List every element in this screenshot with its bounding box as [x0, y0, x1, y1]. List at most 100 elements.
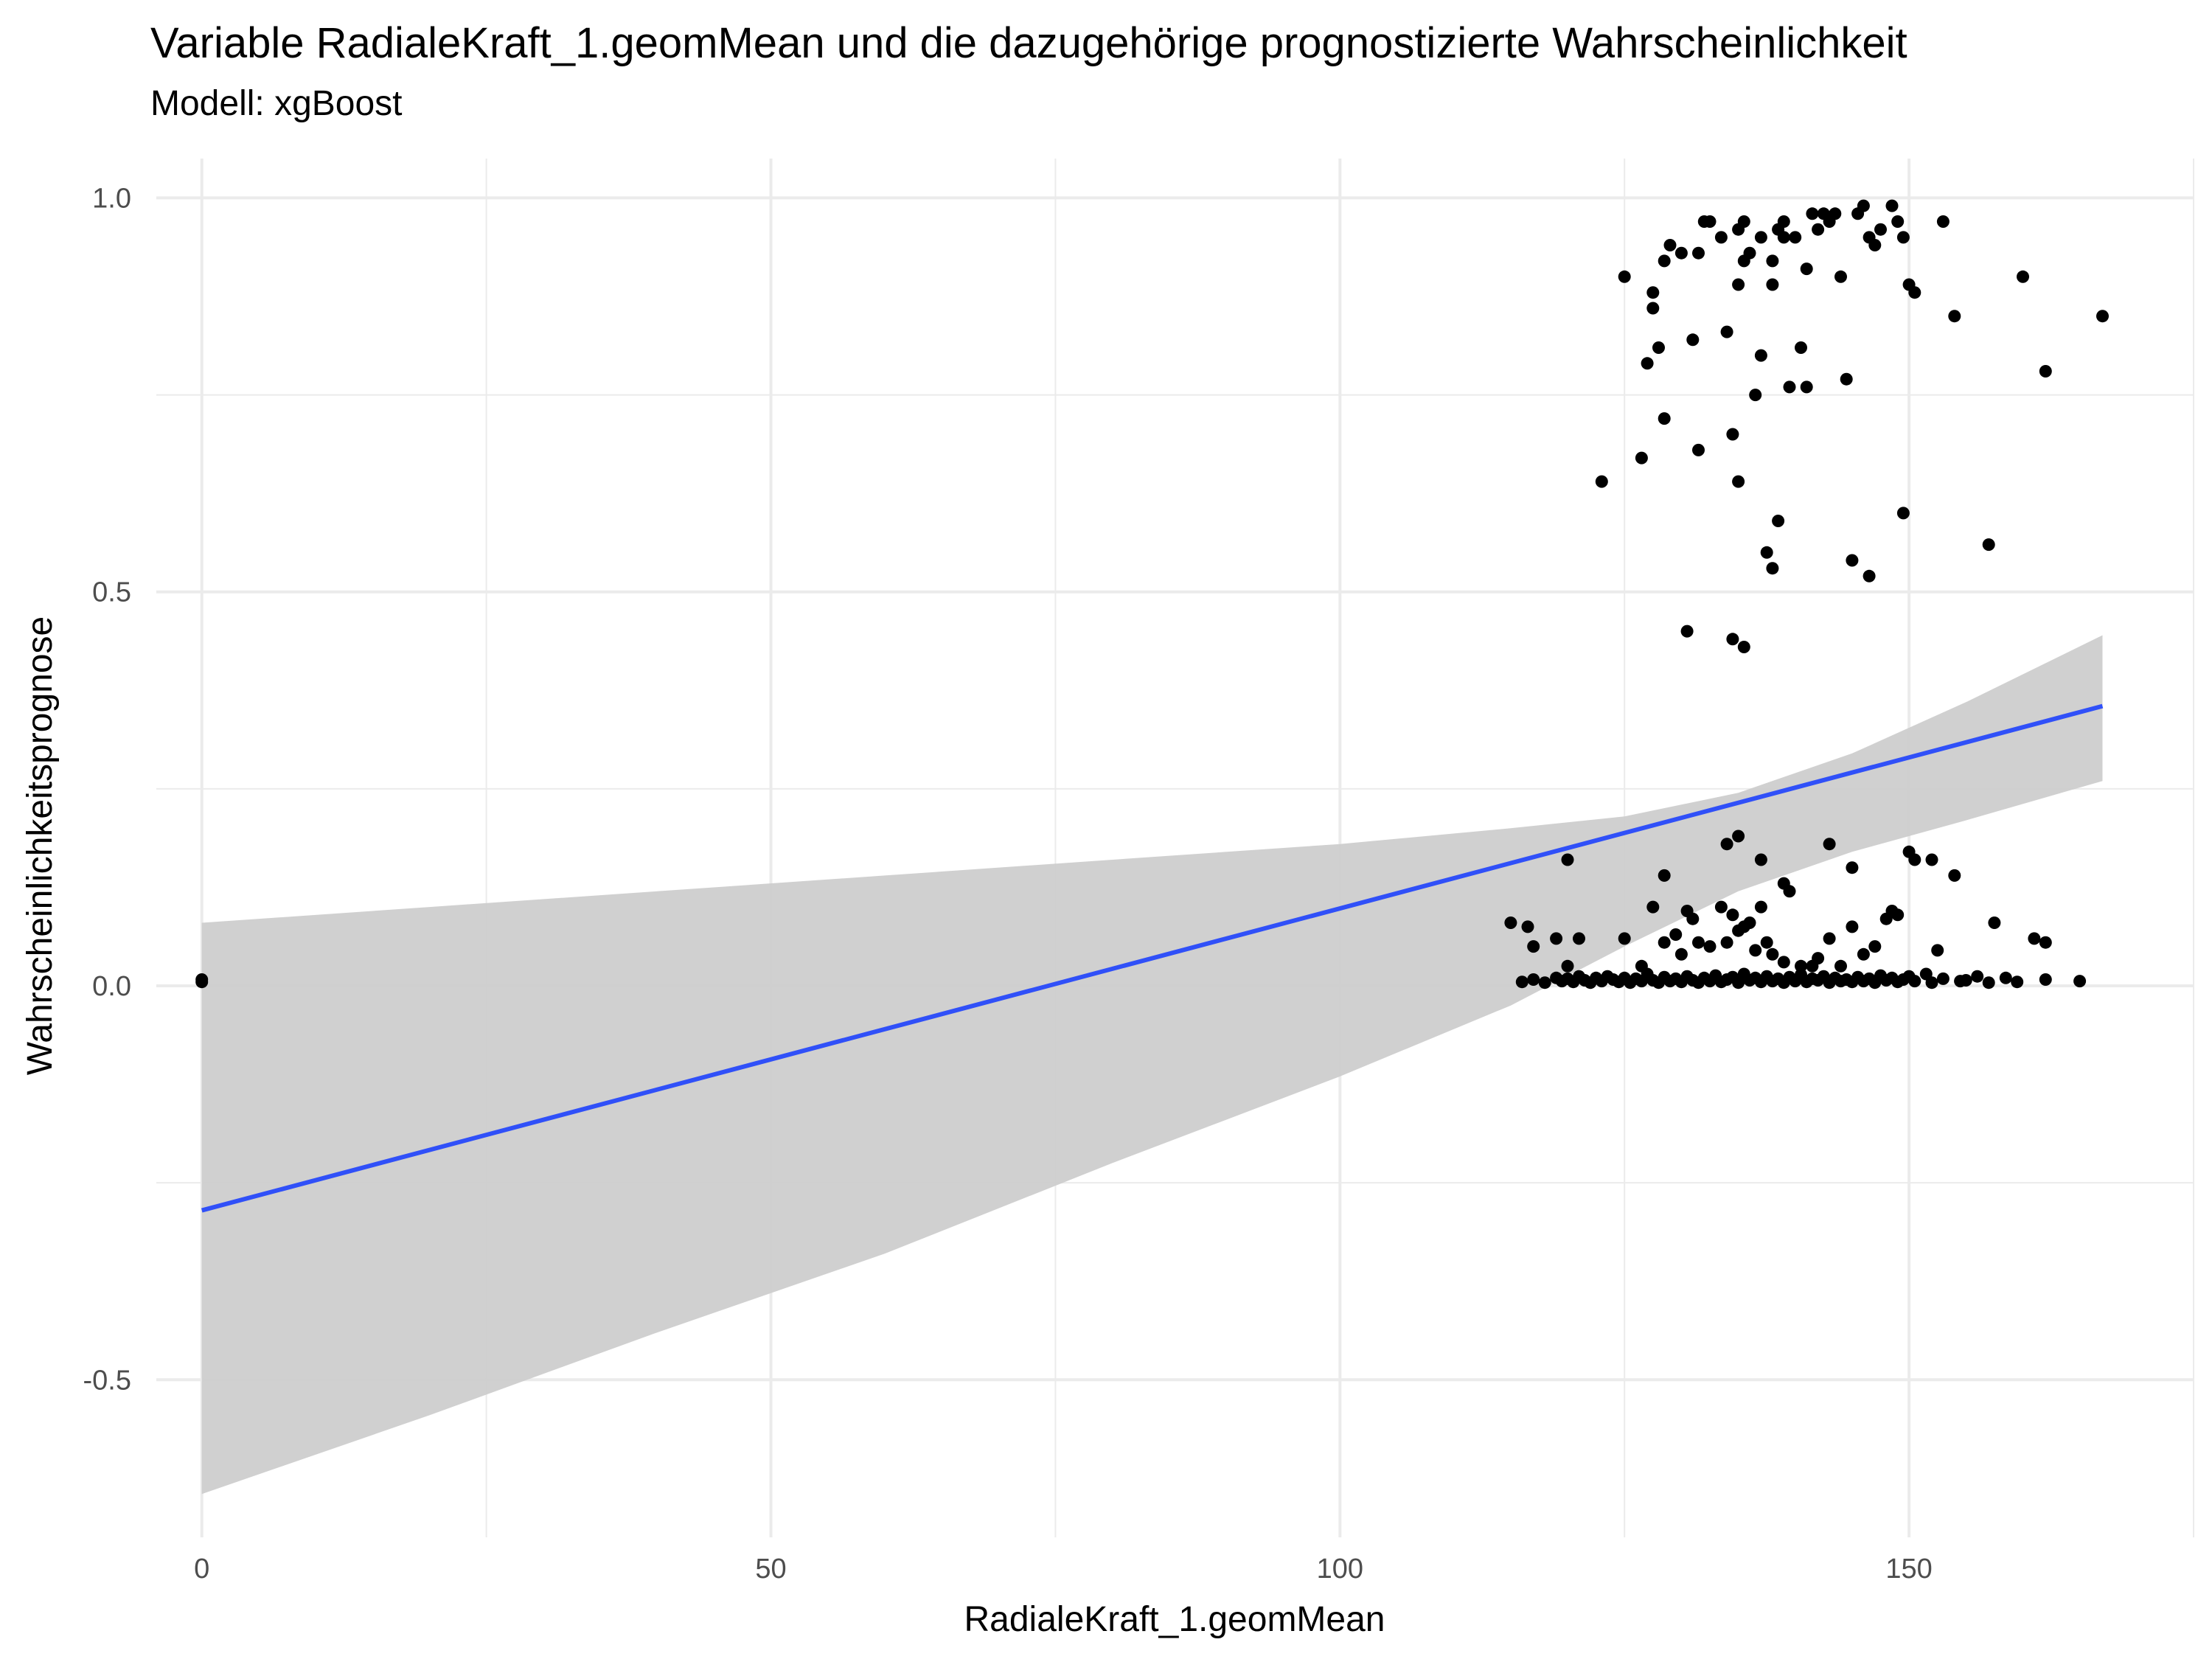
data-point-12 — [1674, 246, 1688, 260]
data-point-116 — [1834, 959, 1847, 973]
chart-subtitle: Modell: xgBoost — [150, 84, 403, 123]
data-point-47 — [1812, 223, 1825, 236]
data-point-110 — [1766, 947, 1779, 961]
data-point-9 — [1658, 412, 1671, 425]
data-point-201 — [1999, 971, 2012, 984]
data-point-85 — [1504, 917, 1517, 929]
data-point-13 — [1680, 625, 1694, 638]
data-point-75 — [1732, 830, 1745, 843]
data-point-103 — [1726, 908, 1739, 922]
x-axis-title: RadialeKraft_1.geomMean — [964, 1600, 1385, 1639]
data-point-84 — [1948, 869, 1961, 882]
data-point-59 — [1874, 223, 1887, 236]
y-tick-label-1: 0.0 — [92, 971, 131, 1002]
data-point-19 — [1714, 231, 1728, 244]
data-point-24 — [1732, 278, 1745, 291]
data-point-39 — [1777, 231, 1790, 244]
data-point-36 — [1766, 278, 1779, 291]
data-point-2 — [1595, 475, 1608, 488]
data-point-79 — [1823, 838, 1836, 851]
data-point-117 — [1846, 920, 1859, 933]
data-point-198 — [1959, 974, 1972, 987]
data-point-20 — [1720, 325, 1733, 338]
data-point-98 — [1686, 912, 1700, 925]
data-point-29 — [1743, 246, 1756, 260]
data-point-115 — [1823, 932, 1836, 945]
data-point-42 — [1789, 231, 1802, 244]
x-tick-label-3: 150 — [1885, 1554, 1932, 1585]
data-point-33 — [1760, 546, 1773, 559]
x-tick-label-1: 50 — [755, 1554, 786, 1585]
data-point-5 — [1641, 357, 1654, 370]
data-point-199 — [1971, 970, 1984, 983]
data-point-195 — [1925, 976, 1938, 990]
data-point-76 — [1754, 853, 1767, 866]
x-axis-ticks: 0 50 100 150 — [194, 1554, 1933, 1585]
data-point-50 — [1829, 207, 1842, 220]
data-point-46 — [1806, 207, 1819, 220]
points-layer — [195, 199, 2109, 990]
data-point-118 — [1857, 947, 1870, 961]
data-point-41 — [1783, 380, 1796, 394]
y-tick-label-0: -0.5 — [83, 1365, 131, 1396]
chart-title: Variable RadialeKraft_1.geomMean und die… — [150, 19, 1907, 67]
data-point-74 — [1720, 838, 1733, 851]
data-point-86 — [1521, 920, 1534, 933]
data-point-196 — [1936, 972, 1950, 985]
data-point-73 — [1658, 869, 1671, 882]
confidence-band-layer — [201, 635, 2103, 1495]
data-point-26 — [1737, 641, 1750, 653]
data-point-30 — [1749, 389, 1762, 402]
data-point-32 — [1754, 349, 1767, 362]
data-point-34 — [1766, 254, 1779, 268]
data-point-18 — [1703, 215, 1717, 228]
data-point-126 — [2039, 936, 2052, 949]
data-point-106 — [1743, 917, 1756, 929]
data-point-21 — [1726, 428, 1739, 441]
x-tick-label-2: 100 — [1317, 1554, 1363, 1585]
data-point-129 — [1538, 976, 1551, 990]
data-point-128 — [1527, 973, 1540, 986]
data-point-25 — [1732, 475, 1745, 488]
x-tick-label-0: 0 — [194, 1554, 209, 1585]
data-point-107 — [1749, 944, 1762, 957]
data-point-6 — [1646, 286, 1660, 299]
data-point-70 — [2039, 365, 2052, 378]
data-point-69 — [2017, 270, 2029, 283]
data-point-99 — [1692, 936, 1705, 949]
data-point-125 — [2028, 932, 2041, 945]
data-point-67 — [1948, 310, 1961, 323]
data-point-108 — [1754, 900, 1767, 914]
data-point-60 — [1885, 199, 1899, 212]
data-point-112 — [1795, 959, 1807, 973]
data-point-8 — [1652, 341, 1665, 354]
data-point-109 — [1760, 936, 1773, 949]
data-point-91 — [1618, 932, 1631, 945]
data-point-88 — [1550, 932, 1563, 945]
data-point-4 — [1635, 451, 1648, 465]
data-point-123 — [1931, 944, 1944, 957]
data-point-122 — [1891, 908, 1905, 922]
data-point-14 — [1686, 333, 1700, 347]
data-point-93 — [1646, 900, 1660, 914]
data-point-72 — [1561, 853, 1574, 866]
data-point-90 — [1573, 932, 1585, 945]
data-point-52 — [1840, 372, 1853, 386]
data-point-16 — [1692, 246, 1705, 260]
data-point-11 — [1663, 239, 1677, 251]
y-tick-label-2: 0.5 — [92, 577, 131, 608]
data-point-82 — [1908, 853, 1921, 866]
data-point-102 — [1720, 936, 1733, 949]
data-point-100 — [1703, 940, 1717, 953]
data-point-3 — [1618, 270, 1631, 283]
data-point-55 — [1857, 199, 1870, 212]
fit-line-layer — [201, 703, 2104, 1213]
data-point-51 — [1834, 270, 1847, 283]
data-point-66 — [1936, 215, 1950, 228]
data-point-15 — [1692, 443, 1705, 456]
data-point-204 — [2073, 975, 2087, 988]
data-point-57 — [1863, 569, 1876, 582]
fit-line — [201, 703, 2104, 1213]
data-point-127 — [1515, 975, 1528, 989]
